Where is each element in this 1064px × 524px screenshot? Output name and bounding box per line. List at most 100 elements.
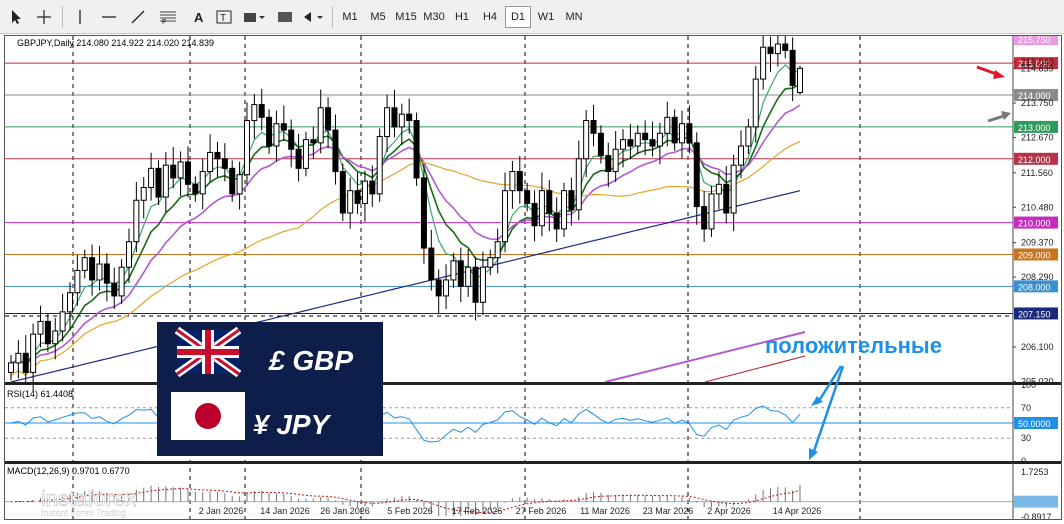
cursor-arrow-icon[interactable] <box>5 6 27 28</box>
candle-bear <box>155 167 162 198</box>
fibonacci-icon[interactable]: F <box>156 6 180 28</box>
price-axis-label: 206.100 <box>1021 342 1054 352</box>
candle-bull <box>575 158 582 211</box>
price-level-tag-label: 215.000 <box>1018 59 1051 69</box>
candle-bull <box>66 292 73 313</box>
candle-bull <box>8 362 14 373</box>
candle-bear <box>420 177 427 249</box>
candle-bull <box>96 263 103 281</box>
candle-bear <box>332 129 339 173</box>
candle-bull <box>59 311 66 332</box>
candle-bear <box>671 116 678 144</box>
vertical-line-icon[interactable] <box>70 6 90 28</box>
candle-bear <box>214 151 221 160</box>
price-level-tag-label: 213.000 <box>1018 123 1051 133</box>
candle-bull <box>708 193 715 230</box>
price-level-tag <box>1014 216 1058 229</box>
candle-bear <box>89 257 96 281</box>
timeframe-h4-button[interactable]: H4 <box>482 11 498 23</box>
candle-bear <box>546 190 553 214</box>
price-axis-label: 210.480 <box>1021 202 1054 212</box>
price-chart[interactable]: 215.750 215.000 214.000 213.000 212.000 210.0… <box>5 28 1061 522</box>
candle-bull <box>384 107 391 137</box>
svg-text:F: F <box>162 19 166 25</box>
annotation-text: положительные <box>765 333 942 358</box>
price-axis-label: 213.750 <box>1021 98 1054 108</box>
price-level-tag-label: 210.000 <box>1018 219 1051 229</box>
candle-bear <box>391 107 398 128</box>
candle-bull <box>774 43 781 55</box>
price-level-tag <box>1014 33 1058 46</box>
price-axis-label: 214.839 <box>1021 63 1054 73</box>
candle-bull <box>738 145 745 166</box>
candle-bear <box>723 183 730 214</box>
chart-window[interactable]: 215.750 215.000 214.000 213.000 212.000 210.0… <box>4 28 1062 522</box>
timeframe-m15-button[interactable]: M15 <box>395 11 417 23</box>
candle-bull <box>207 151 214 173</box>
rsi-label: RSI(14) 61.4408 <box>7 389 73 399</box>
price-level-tag-label: 215.750 <box>1018 36 1051 45</box>
candle-bear <box>428 247 435 281</box>
candle-bull <box>760 46 767 80</box>
pane-separator-macd <box>5 461 1061 464</box>
candle-bear <box>701 206 708 230</box>
rectangle-icon[interactable] <box>272 6 298 28</box>
candle-bull <box>133 199 140 243</box>
ma-dark-green-line <box>10 83 801 365</box>
candle-bear <box>590 120 597 134</box>
price-level-tag-label: 207.150 <box>1018 309 1051 319</box>
candle-bull <box>538 190 545 227</box>
price-level-tag <box>1014 248 1058 261</box>
candle-bull <box>30 333 37 373</box>
candle-bull <box>162 164 169 198</box>
candle-bear <box>472 266 479 303</box>
timeframe-m5-button[interactable]: M5 <box>370 11 386 23</box>
date-axis-label: 14 Jan 2026 <box>260 506 310 516</box>
candle-bull <box>273 123 280 147</box>
candle-bear <box>266 116 273 147</box>
crosshair-icon[interactable] <box>33 6 55 28</box>
timeframe-w1-button[interactable]: W1 <box>537 11 555 23</box>
horizontal-line-icon[interactable] <box>98 6 120 28</box>
date-axis-label: 23 Mar 2026 <box>643 506 694 516</box>
price-level-tag-label: 212.000 <box>1018 155 1051 165</box>
timeframe-mn-button[interactable]: MN <box>565 11 583 23</box>
candle-bull <box>583 120 590 160</box>
timeframe-d1-button[interactable]: D1 <box>505 6 531 28</box>
timeframe-m1-button[interactable]: M1 <box>342 11 358 23</box>
text-label-icon[interactable]: T <box>212 6 236 28</box>
candle-bull <box>125 241 132 268</box>
chart-header: GBPJPY,Daily 214.080 214.922 214.020 214… <box>17 38 214 48</box>
price-level-tag-label: 214.000 <box>1018 91 1051 101</box>
date-axis-label: 17 Feb 2026 <box>452 506 503 516</box>
price-level-tag <box>1014 120 1058 133</box>
candle-bear <box>531 202 538 227</box>
price-axis-label: 205.020 <box>1021 376 1054 386</box>
candle-bear <box>516 171 523 192</box>
price-level-tag <box>1014 57 1058 70</box>
candle-bull <box>37 320 44 335</box>
trendline-icon[interactable] <box>127 6 149 28</box>
price-axis-label: 211.560 <box>1021 168 1053 178</box>
timeframe-m30-button[interactable]: M30 <box>423 11 445 23</box>
arrows-dropdown-icon[interactable] <box>300 6 326 28</box>
macd-label: MACD(12,26,9) 0.9701 0.6770 <box>7 466 130 476</box>
candle-bear <box>605 155 612 173</box>
price-axis-label: 208.290 <box>1021 272 1054 282</box>
price-level-tag <box>1014 280 1058 293</box>
price-axis-label: 212.670 <box>1021 132 1054 142</box>
candle-bull <box>730 164 737 214</box>
timeframe-h1-button[interactable]: H1 <box>454 11 470 23</box>
candle-bull <box>465 266 472 287</box>
red-arrow-head <box>993 70 1005 79</box>
date-axis-label: 14 Apr 2026 <box>773 506 822 516</box>
text-tool-icon[interactable]: A <box>186 6 210 28</box>
candle-bear <box>642 132 649 141</box>
blue-arrow-rsi-head <box>811 396 823 406</box>
candle-bear <box>170 164 177 179</box>
toolbar: F A T M1 M5 M15 M30 H1 H4 D1 W1 MN <box>0 0 1064 34</box>
shapes-dropdown-icon[interactable] <box>240 6 268 28</box>
candle-bull <box>376 135 383 195</box>
ma-light-green-line <box>10 64 801 365</box>
candle-bull <box>664 116 671 134</box>
